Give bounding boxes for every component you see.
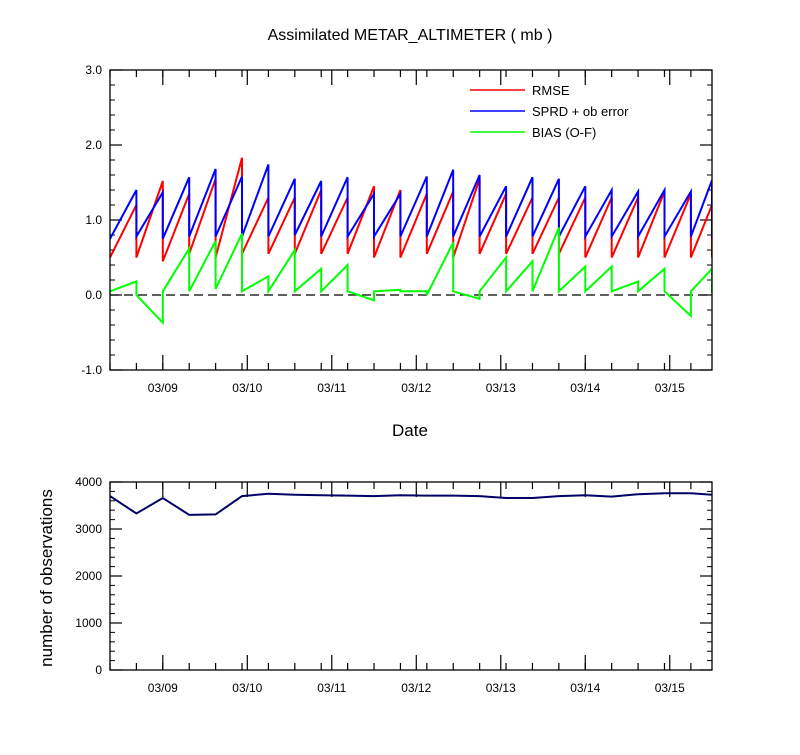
x-tick-label: 03/11: [317, 681, 346, 695]
x-axis-title: Date: [392, 421, 428, 440]
x-tick-label: 03/12: [401, 381, 431, 395]
y-tick-label: 1.0: [85, 213, 102, 227]
y-tick-label: 3.0: [85, 63, 102, 77]
y-tick-label: 2000: [75, 569, 102, 583]
x-tick-label: 03/15: [655, 381, 685, 395]
x-tick-label: 03/14: [570, 681, 600, 695]
y-tick-label: 0: [95, 663, 102, 677]
x-tick-label: 03/13: [486, 381, 516, 395]
bottom-plot: 03/09 03/10 03/11 03/12 03/13 03/14 03/15 0 1000…: [75, 475, 713, 695]
top-plot: 03/09 03/10 03/11 03/12 03/13 03/14 03/15 -1.0 0…: [81, 63, 713, 395]
y-tick-label: 3000: [75, 522, 102, 536]
legend-label-rmse: RMSE: [532, 83, 570, 98]
x-tick-label: 03/14: [570, 381, 600, 395]
legend-label-sprd: SPRD + ob error: [532, 104, 629, 119]
y-tick-label: -1.0: [81, 363, 102, 377]
series-line-bias-o-f: [110, 227, 712, 326]
y-tick-label: 2.0: [85, 138, 102, 152]
x-tick-label: 03/15: [655, 681, 685, 695]
legend-label-bias: BIAS (O-F): [532, 125, 596, 140]
y-tick-label: 1000: [75, 616, 102, 630]
y-tick-label: 4000: [75, 475, 102, 489]
y-tick-label: 0.0: [85, 288, 102, 302]
x-tick-label: 03/10: [232, 681, 262, 695]
y-axis-title-observations: number of observations: [37, 489, 56, 667]
series-group: [110, 492, 712, 516]
series-line-number-of-observations: [110, 492, 712, 516]
x-tick-label: 03/09: [148, 681, 178, 695]
series-group: [110, 157, 712, 326]
x-tick-label: 03/11: [317, 381, 346, 395]
x-tick-label: 03/12: [401, 681, 431, 695]
x-tick-label: 03/09: [148, 381, 178, 395]
plot-frame: [109, 481, 713, 671]
plot-frame: [109, 69, 713, 371]
x-tick-label: 03/13: [486, 681, 516, 695]
series-line-sprd-ob-error: [110, 164, 712, 241]
x-tick-label: 03/10: [232, 381, 262, 395]
chart-title: Assimilated METAR_ALTIMETER ( mb ): [268, 27, 553, 44]
legend: RMSE SPRD + ob error BIAS (O-F): [470, 83, 629, 140]
